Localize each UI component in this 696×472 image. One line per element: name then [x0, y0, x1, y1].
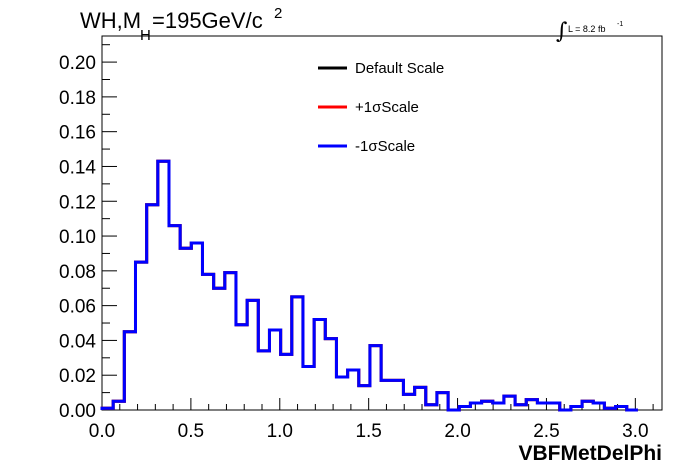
y-tick-label: 0.04 [59, 331, 96, 352]
y-tick-label: 0.12 [59, 192, 96, 213]
chart-title-rest: =195GeV/c [152, 8, 263, 33]
y-tick-label: 0.06 [59, 297, 96, 318]
x-tick-label: 1.0 [267, 421, 293, 442]
chart-title-superscript: 2 [274, 5, 282, 22]
luminosity-label: ∫ L = 8.2 fb -1 [556, 19, 623, 44]
y-tick-label: 0.18 [59, 88, 96, 109]
x-axis-label: VBFMetDelPhi [518, 442, 662, 465]
y-tick-label: 0.16 [59, 123, 96, 144]
lumi-superscript: -1 [617, 21, 623, 28]
legend-label-1: +1σScale [355, 99, 419, 116]
y-tick-label: 0.20 [59, 53, 96, 74]
chart-title-main: WH,M [80, 8, 141, 33]
x-tick-label: 2.0 [444, 421, 470, 442]
legend-label-2: -1σScale [355, 138, 415, 155]
plot-frame [101, 35, 663, 411]
series-layer [100, 159, 638, 412]
x-tick-label: 1.5 [355, 421, 381, 442]
integral-icon: ∫ [556, 19, 568, 44]
y-axis: 0.00 0.02 0.04 0.06 0.08 0.10 0.12 0.14 0.16 0.18… [59, 44, 117, 422]
y-tick-label: 0.10 [59, 227, 96, 248]
y-tick-label: 0.02 [59, 366, 96, 387]
chart-title-subscript: H [140, 27, 151, 44]
y-tick-label: 0.08 [59, 262, 96, 283]
y-tick-label: 0.00 [59, 401, 96, 422]
x-tick-label: 3.0 [622, 421, 648, 442]
lumi-text: L = 8.2 fb [568, 24, 605, 34]
y-tick-label: 0.14 [59, 157, 96, 178]
x-tick-label: 0.0 [89, 421, 115, 442]
legend: Default Scale +1σScale -1σScale [318, 60, 444, 155]
legend-label-0: Default Scale [355, 60, 444, 77]
x-tick-label: 0.5 [178, 421, 204, 442]
chart-title: WH,M H =195GeV/c 2 [80, 5, 282, 44]
x-axis: 0.0 0.5 1.0 1.5 2.0 2.5 3.0 [89, 398, 654, 442]
series-line-2 [100, 159, 638, 412]
x-tick-label: 2.5 [533, 421, 559, 442]
